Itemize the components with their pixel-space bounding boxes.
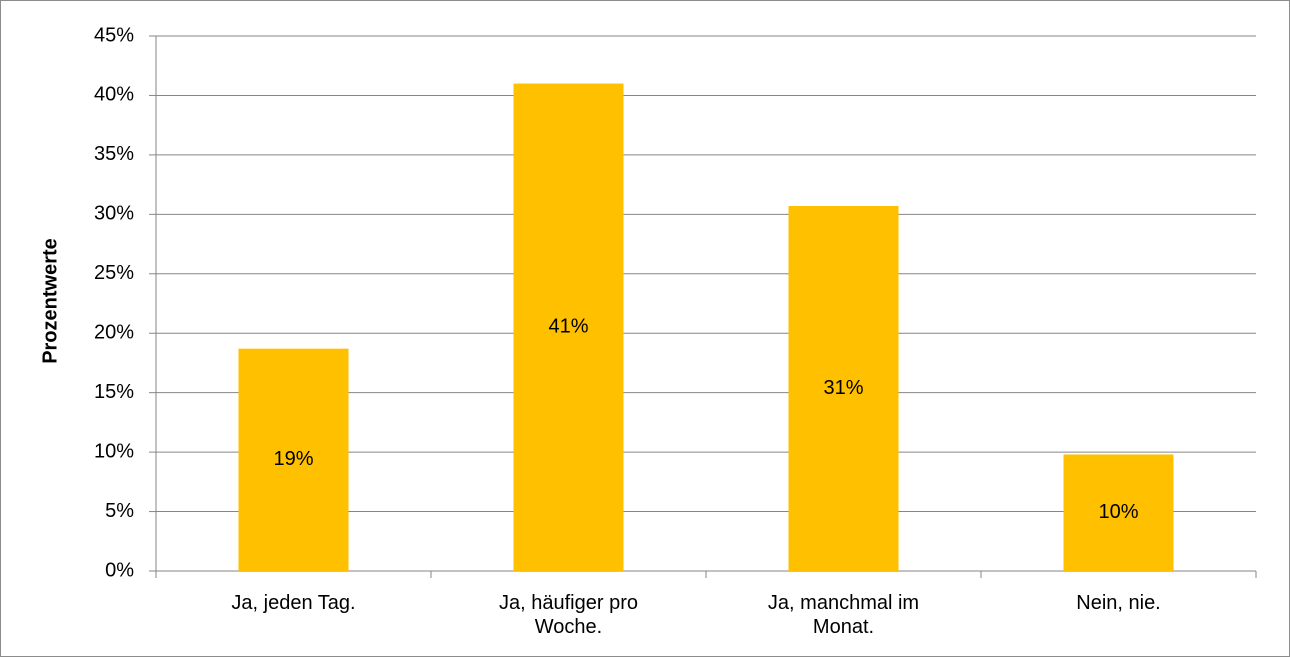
data-label: 10%	[1098, 501, 1138, 523]
y-tick-label: 5%	[105, 500, 134, 522]
y-tick-label: 10%	[94, 440, 134, 462]
bar	[238, 348, 349, 571]
y-tick-label: 40%	[94, 84, 134, 106]
y-tick-label: 35%	[94, 143, 134, 165]
bar	[788, 206, 899, 571]
bar	[1063, 454, 1174, 571]
data-label: 31%	[823, 377, 863, 399]
x-tick-label: Ja, manchmal im Monat.	[767, 592, 920, 638]
bar	[513, 83, 624, 572]
data-label: 41%	[548, 316, 588, 338]
y-tick-label: 25%	[94, 262, 134, 284]
y-tick-label: 15%	[94, 381, 134, 403]
x-tick-label: Nein, nie.	[1076, 592, 1161, 614]
y-axis-title: Prozentwerte	[39, 238, 61, 364]
y-tick-label: 20%	[94, 322, 134, 344]
y-tick-label: 0%	[105, 559, 134, 581]
y-tick-label: 45%	[94, 24, 134, 46]
x-tick-label: Ja, jeden Tag.	[231, 592, 356, 614]
data-label: 19%	[273, 448, 313, 470]
x-tick-label: Ja, häufiger pro Woche.	[499, 592, 638, 638]
y-tick-label: 30%	[94, 203, 134, 225]
